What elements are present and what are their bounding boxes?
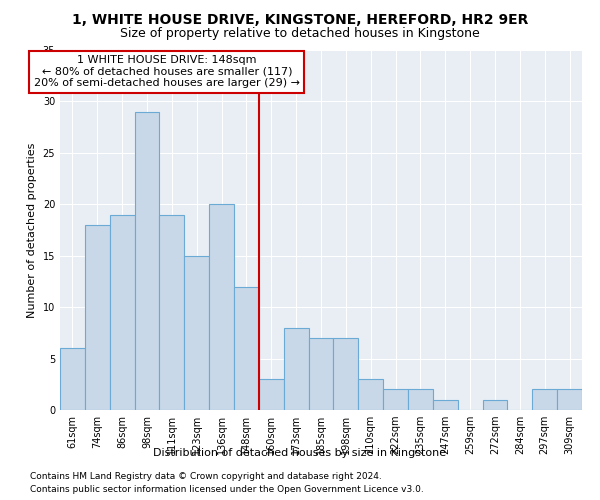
Text: 1 WHITE HOUSE DRIVE: 148sqm
← 80% of detached houses are smaller (117)
20% of se: 1 WHITE HOUSE DRIVE: 148sqm ← 80% of det… <box>34 55 300 88</box>
Bar <box>85 225 110 410</box>
Text: Contains public sector information licensed under the Open Government Licence v3: Contains public sector information licen… <box>30 485 424 494</box>
Y-axis label: Number of detached properties: Number of detached properties <box>27 142 37 318</box>
Bar <box>308 338 334 410</box>
Text: 1, WHITE HOUSE DRIVE, KINGSTONE, HEREFORD, HR2 9ER: 1, WHITE HOUSE DRIVE, KINGSTONE, HEREFOR… <box>72 12 528 26</box>
Bar <box>408 390 433 410</box>
Bar <box>383 390 408 410</box>
Bar <box>557 390 582 410</box>
Text: Size of property relative to detached houses in Kingstone: Size of property relative to detached ho… <box>120 28 480 40</box>
Bar <box>134 112 160 410</box>
Bar <box>482 400 508 410</box>
Bar <box>334 338 358 410</box>
Bar <box>284 328 308 410</box>
Bar <box>160 214 184 410</box>
Bar <box>234 286 259 410</box>
Bar <box>259 379 284 410</box>
Bar <box>433 400 458 410</box>
Bar <box>60 348 85 410</box>
Bar <box>184 256 209 410</box>
Bar <box>110 214 134 410</box>
Bar <box>532 390 557 410</box>
Bar <box>209 204 234 410</box>
Bar <box>358 379 383 410</box>
Text: Distribution of detached houses by size in Kingstone: Distribution of detached houses by size … <box>154 448 446 458</box>
Text: Contains HM Land Registry data © Crown copyright and database right 2024.: Contains HM Land Registry data © Crown c… <box>30 472 382 481</box>
